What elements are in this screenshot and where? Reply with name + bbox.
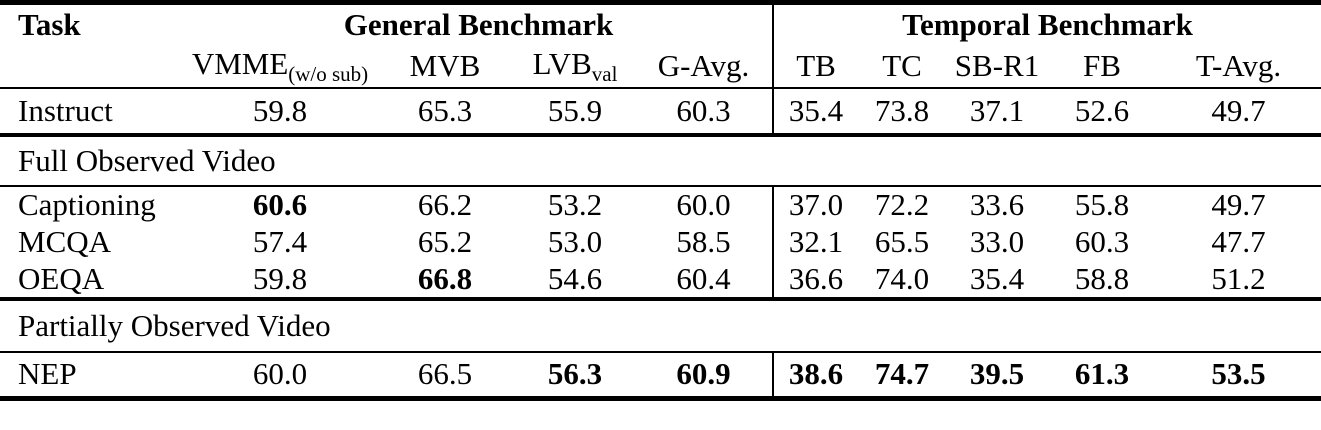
col-header-sb-r1: SB-R1 <box>946 45 1048 89</box>
metric-cell: 66.2 <box>417 187 473 223</box>
col-header-lvb: LVBval <box>515 45 635 89</box>
metric-cell: 60.0 <box>676 187 731 223</box>
metric-cell: 53.5 <box>1156 351 1321 402</box>
metric-cell: 60.3 <box>635 87 773 137</box>
row-label: MCQA <box>18 224 112 260</box>
metric-cell: 55.8 <box>1074 187 1130 223</box>
metric-cell: 73.8 <box>858 87 946 137</box>
col-header-fb: FB <box>1048 45 1156 89</box>
metric-cell: 60.4 <box>635 260 773 301</box>
metric-cell: 66.8 <box>375 260 515 301</box>
col-header-mvb: MVB <box>375 45 515 89</box>
metric-cell: 47.7 <box>1211 224 1266 260</box>
metric-cell: 39.5 <box>946 351 1048 402</box>
section-row-partially-observed-video: Partially Observed Video <box>0 298 1321 353</box>
metric-cell: 54.6 <box>515 260 635 301</box>
metric-cell: 59.8 <box>185 260 375 301</box>
section-label: Full Observed Video <box>0 134 1321 187</box>
col-header-lvb-main: LVB <box>532 45 592 81</box>
metric-cell: 32.1 <box>772 223 858 261</box>
metric-cell: 49.7 <box>1211 187 1266 223</box>
row-label: Captioning <box>18 187 156 223</box>
task-column-header: Task <box>18 7 81 43</box>
col-header-t-avg: T-Avg. <box>1156 45 1321 89</box>
empty-header-cell <box>0 45 185 89</box>
metric-cell: 33.0 <box>969 224 1025 260</box>
metric-cell: 37.1 <box>946 87 1048 137</box>
section-row-full-observed-video: Full Observed Video <box>0 134 1321 187</box>
col-header-g-avg: G-Avg. <box>635 45 773 89</box>
metric-cell: 65.3 <box>375 87 515 137</box>
metric-cell: 74.7 <box>858 351 946 402</box>
section-label: Partially Observed Video <box>0 298 1321 353</box>
metric-cell: 60.9 <box>635 351 773 402</box>
metric-cell: 66.5 <box>375 351 515 402</box>
col-header-vmme: VMME(w/o sub) <box>185 45 375 89</box>
col-header-vmme-subscript: (w/o sub) <box>288 61 369 86</box>
row-nep: NEP 60.0 66.5 56.3 60.9 38.6 74.7 39.5 6… <box>0 351 1321 402</box>
metric-cell: 36.6 <box>772 260 858 301</box>
metric-cell: 35.4 <box>772 87 858 137</box>
metric-cell: 55.9 <box>515 87 635 137</box>
metric-cell: 49.7 <box>1156 87 1321 137</box>
metric-cell: 74.0 <box>858 260 946 301</box>
metric-cell: 33.6 <box>969 187 1025 223</box>
row-mcqa: MCQA 57.4 65.2 53.0 58.5 32.1 65.5 33.0 … <box>0 223 1321 261</box>
metric-cell: 38.6 <box>772 351 858 402</box>
metric-cell: 65.2 <box>417 224 473 260</box>
benchmark-results-table: Task General Benchmark Temporal Benchmar… <box>0 0 1321 402</box>
row-instruct: Instruct 59.8 65.3 55.9 60.3 35.4 73.8 3… <box>0 87 1321 137</box>
metric-cell: 60.0 <box>185 351 375 402</box>
group-header-general: General Benchmark <box>343 7 614 43</box>
metric-cell: 37.0 <box>772 185 858 224</box>
metric-cell: 58.5 <box>676 224 731 260</box>
col-header-lvb-subscript: val <box>591 61 618 86</box>
row-label: Instruct <box>0 87 185 137</box>
header-row-metrics: VMME(w/o sub) MVB LVBval G-Avg. TB TC SB… <box>0 45 1321 89</box>
metric-cell: 65.5 <box>874 224 930 260</box>
col-header-tb: TB <box>772 45 858 89</box>
metric-cell: 72.2 <box>874 187 930 223</box>
row-label: OEQA <box>0 260 185 301</box>
col-header-tc: TC <box>858 45 946 89</box>
metric-cell: 56.3 <box>515 351 635 402</box>
metric-cell: 60.3 <box>1074 224 1130 260</box>
metric-cell: 51.2 <box>1156 260 1321 301</box>
metric-cell: 60.6 <box>252 187 308 223</box>
metric-cell: 53.2 <box>547 187 603 223</box>
row-oeqa: OEQA 59.8 66.8 54.6 60.4 36.6 74.0 35.4 … <box>0 260 1321 301</box>
metric-cell: 53.0 <box>547 224 603 260</box>
metric-cell: 35.4 <box>946 260 1048 301</box>
metric-cell: 58.8 <box>1048 260 1156 301</box>
header-row-groups: Task General Benchmark Temporal Benchmar… <box>0 2 1321 46</box>
row-label: NEP <box>0 351 185 402</box>
group-header-temporal: Temporal Benchmark <box>771 2 1321 46</box>
col-header-vmme-main: VMME <box>191 45 289 81</box>
metric-cell: 52.6 <box>1048 87 1156 137</box>
metric-cell: 59.8 <box>185 87 375 137</box>
metric-cell: 57.4 <box>252 224 308 260</box>
metric-cell: 61.3 <box>1048 351 1156 402</box>
row-captioning: Captioning 60.6 66.2 53.2 60.0 37.0 72.2… <box>0 185 1321 224</box>
